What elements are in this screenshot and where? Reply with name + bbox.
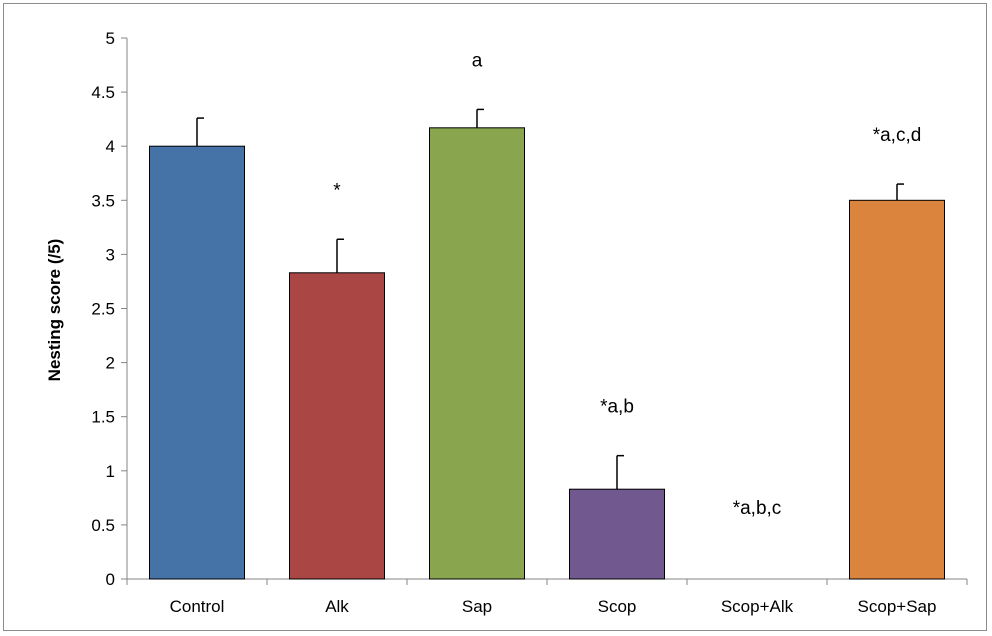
labels: 0 0.5 1 1.5 2 2.5 3 3.5 4 4.5 5 Control Alk * Sap a Scop… [91,29,936,616]
y-tick-label: 3 [106,245,115,264]
x-tick-label: Control [170,597,225,616]
bar-control [149,145,245,580]
y-tick-label: 3.5 [91,191,115,210]
y-tick-label: 1.5 [91,408,115,427]
x-tick-label: Alk [325,597,349,616]
x-tick-label: Sap [462,597,492,616]
bar-alk [289,272,385,580]
x-tick-label: Scop+Alk [721,597,794,616]
bar-scop-sap [849,199,945,580]
significance-label: *a,b [600,397,634,418]
y-tick-label: 5 [106,29,115,48]
y-tick-label: 1 [106,462,115,481]
y-tick-label: 4.5 [91,83,115,102]
y-tick-label: 2.5 [91,300,115,319]
bar-scop [569,488,665,580]
significance-label: a [472,50,483,71]
significance-label: *a,b,c [733,498,782,519]
significance-label: *a,c,d [873,125,922,146]
x-tick-label: Scop [598,597,637,616]
y-axis-label: Nesting score (/5) [45,239,64,382]
significance-label: * [333,180,341,201]
bar-sap [429,127,525,580]
y-tick-label: 0.5 [91,516,115,535]
bars [149,108,945,580]
y-tick-label: 4 [106,137,115,156]
x-tick-label: Scop+Sap [858,597,937,616]
y-tick-label: 2 [106,354,115,373]
axes [121,37,968,585]
y-tick-label: 0 [106,570,115,589]
